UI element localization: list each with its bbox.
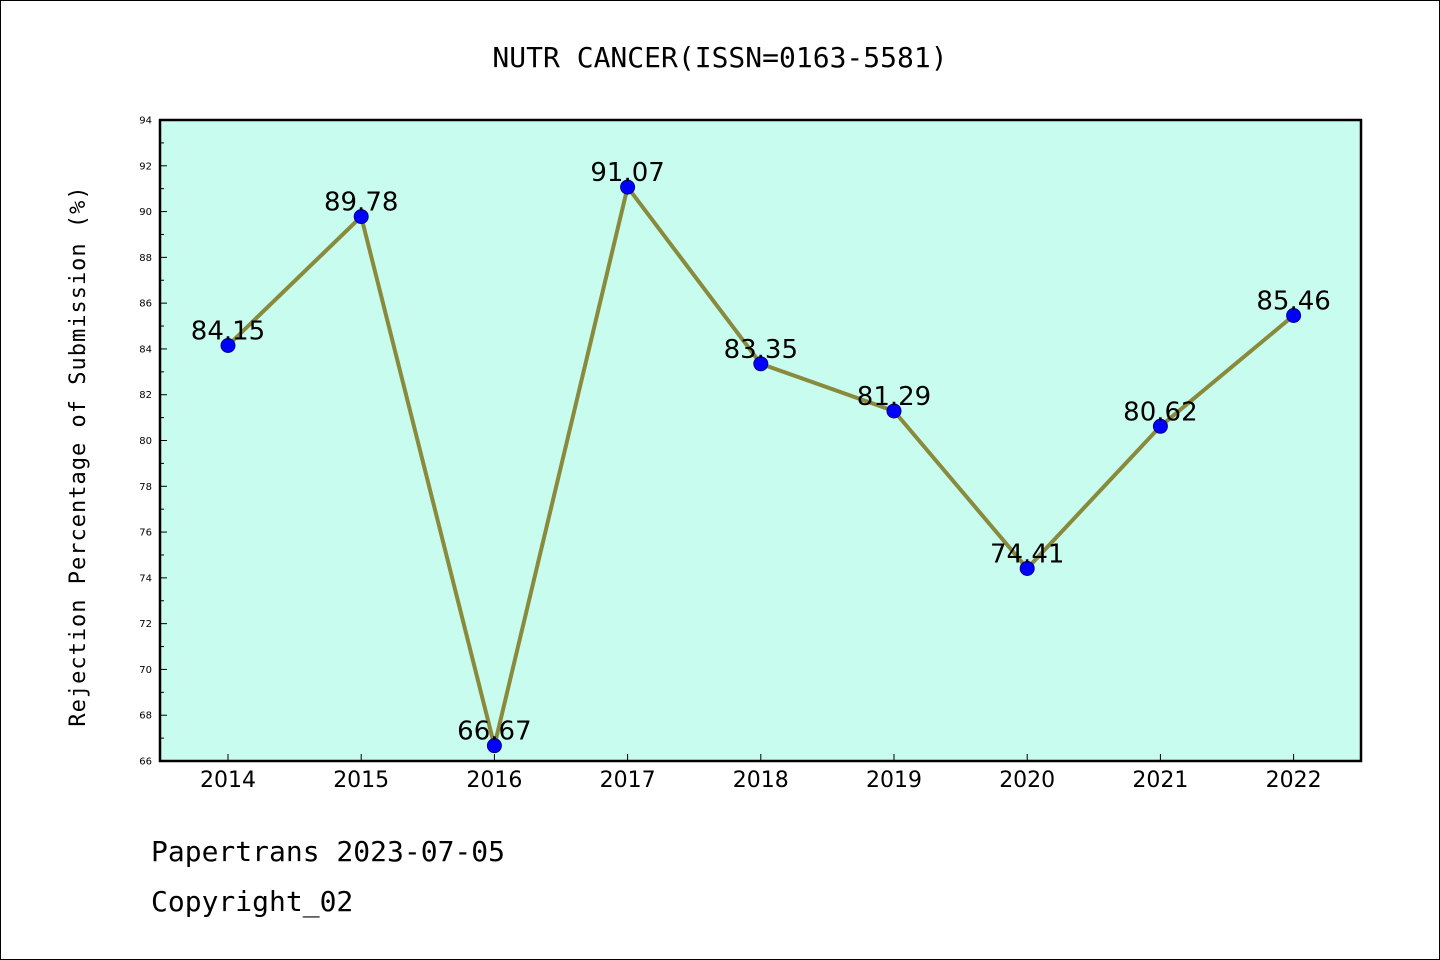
y-tick-label: 70 [139, 665, 152, 676]
x-tick-label: 2014 [200, 768, 256, 793]
y-tick-label: 94 [139, 116, 152, 127]
data-point [1019, 560, 1035, 576]
footer-copyright: Copyright_02 [151, 885, 354, 918]
y-tick-label: 74 [139, 573, 152, 584]
plot-area [160, 120, 1361, 761]
data-label: 84.15 [191, 316, 265, 346]
data-point [886, 403, 902, 419]
x-tick-label: 2017 [600, 768, 656, 793]
x-tick-label: 2016 [466, 768, 522, 793]
data-label: 85.46 [1256, 287, 1330, 317]
chart-title: NUTR CANCER(ISSN=0163-5581) [492, 41, 947, 74]
y-tick-label: 72 [139, 619, 152, 630]
y-tick-label: 86 [139, 299, 152, 310]
x-tick-label: 2022 [1266, 768, 1322, 793]
y-tick-label: 78 [139, 482, 152, 493]
data-point [1286, 308, 1302, 324]
x-tick-label: 2018 [733, 768, 789, 793]
y-axis-label: Rejection Percentage of Submission (%) [66, 185, 91, 726]
y-tick-label: 84 [139, 344, 152, 355]
data-label: 91.07 [590, 158, 664, 188]
data-label: 74.41 [990, 539, 1064, 569]
data-point [620, 179, 636, 195]
data-point [1152, 418, 1168, 434]
x-tick-label: 2015 [333, 768, 389, 793]
data-point [753, 356, 769, 372]
y-tick-label: 88 [139, 253, 152, 264]
x-tick-label: 2019 [866, 768, 922, 793]
y-tick-label: 66 [139, 757, 152, 768]
y-tick-label: 80 [139, 436, 152, 447]
y-tick-label: 76 [139, 528, 152, 539]
x-tick-label: 2020 [999, 768, 1055, 793]
x-tick-label: 2021 [1132, 768, 1188, 793]
y-tick-label: 90 [139, 207, 152, 218]
data-point [220, 337, 236, 353]
y-tick-label: 82 [139, 390, 152, 401]
footer-date: Papertrans 2023-07-05 [151, 835, 506, 868]
plot-frame [158, 118, 1363, 763]
data-point [486, 738, 502, 754]
data-label: 81.29 [857, 382, 931, 412]
y-tick-label: 68 [139, 711, 152, 722]
data-label: 89.78 [324, 188, 398, 218]
data-label: 80.62 [1123, 397, 1197, 427]
data-label: 83.35 [724, 335, 798, 365]
y-tick-label: 92 [139, 161, 152, 172]
data-point [353, 209, 369, 225]
data-label: 66.67 [457, 717, 531, 747]
